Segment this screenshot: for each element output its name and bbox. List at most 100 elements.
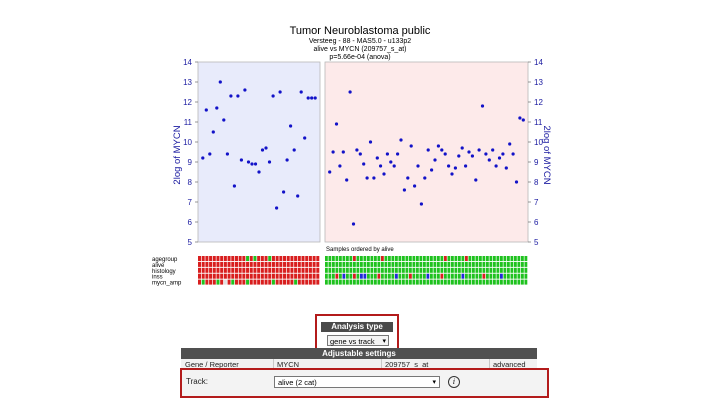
track-cell bbox=[405, 261, 409, 267]
track-cell bbox=[370, 273, 374, 279]
cell-divider bbox=[381, 359, 382, 371]
data-point bbox=[399, 138, 403, 142]
track-cell bbox=[437, 256, 440, 261]
track-cell bbox=[271, 273, 275, 279]
track-cell bbox=[524, 261, 528, 267]
data-point bbox=[215, 106, 219, 110]
track-cell bbox=[451, 267, 454, 273]
advanced-link[interactable]: advanced bbox=[493, 360, 526, 369]
track-cell bbox=[216, 256, 220, 261]
track-cell bbox=[440, 279, 444, 285]
track-cell bbox=[275, 267, 279, 273]
track-cell bbox=[412, 267, 416, 273]
chart-subtitle-2: alive vs MYCN (209757_s_at) bbox=[314, 46, 407, 53]
data-point bbox=[328, 170, 332, 174]
track-cell bbox=[454, 256, 458, 261]
data-point bbox=[334, 122, 339, 126]
reporter-value[interactable]: 209757_s_at bbox=[385, 360, 429, 369]
gene-value[interactable]: MYCN bbox=[277, 360, 300, 369]
track-cell bbox=[198, 279, 201, 285]
track-cell bbox=[335, 279, 339, 285]
track-cell bbox=[454, 273, 458, 279]
data-point bbox=[460, 146, 464, 150]
track-cell bbox=[328, 279, 332, 285]
track-cell bbox=[294, 273, 298, 279]
data-point bbox=[222, 118, 226, 122]
track-cell bbox=[260, 267, 264, 273]
track-cell bbox=[271, 261, 275, 267]
analysis-type-select[interactable]: gene vs track ▾ bbox=[327, 335, 389, 346]
track-cell bbox=[339, 256, 342, 261]
track-cell bbox=[234, 279, 238, 285]
data-point bbox=[508, 142, 512, 146]
track-cell bbox=[308, 279, 312, 285]
track-cell bbox=[500, 256, 503, 261]
data-point bbox=[306, 96, 310, 100]
data-point bbox=[246, 160, 251, 164]
track-cell bbox=[430, 267, 433, 273]
track-cell bbox=[367, 261, 370, 267]
track-cell bbox=[510, 261, 514, 267]
track-cell bbox=[216, 261, 220, 267]
track-cell bbox=[514, 261, 517, 267]
data-point bbox=[348, 90, 352, 94]
data-point bbox=[208, 152, 212, 156]
data-point bbox=[385, 152, 389, 156]
data-point bbox=[257, 170, 261, 174]
data-point bbox=[375, 156, 379, 160]
data-point bbox=[331, 150, 335, 154]
chart-subtitle-3: p=5.66e-04 (anova) bbox=[329, 54, 390, 61]
chart-title: Tumor Neuroblastoma public bbox=[290, 25, 431, 37]
data-point bbox=[440, 148, 444, 152]
track-cell bbox=[367, 273, 370, 279]
track-cell bbox=[312, 256, 316, 261]
track-cell bbox=[283, 267, 287, 273]
data-point bbox=[225, 152, 229, 156]
track-cell bbox=[268, 261, 272, 267]
data-point bbox=[470, 154, 474, 158]
track-cell bbox=[286, 261, 290, 267]
track-cell bbox=[257, 267, 261, 273]
track-cell bbox=[316, 267, 320, 273]
track-cell bbox=[444, 279, 447, 285]
info-icon[interactable]: i bbox=[448, 376, 460, 388]
track-cell bbox=[437, 279, 440, 285]
track-cell bbox=[402, 267, 405, 273]
track-cell bbox=[335, 256, 339, 261]
track-cell bbox=[461, 279, 465, 285]
track-select[interactable]: alive (2 cat) ▾ bbox=[274, 376, 440, 388]
track-cell bbox=[201, 256, 205, 261]
track-cell bbox=[301, 256, 305, 261]
track-cell bbox=[201, 273, 205, 279]
track-cell bbox=[308, 273, 312, 279]
track-cell bbox=[384, 279, 388, 285]
track-cell bbox=[271, 267, 275, 273]
track-cell bbox=[384, 267, 388, 273]
track-cell bbox=[283, 256, 287, 261]
track-cell bbox=[419, 261, 423, 267]
track-cell bbox=[339, 273, 342, 279]
track-cell bbox=[391, 256, 395, 261]
track-cell bbox=[349, 256, 353, 261]
x-order-label: Samples ordered by alive bbox=[326, 247, 394, 253]
track-cell bbox=[472, 267, 475, 273]
track-cell bbox=[305, 273, 309, 279]
track-cell bbox=[409, 279, 412, 285]
track-cell bbox=[503, 256, 507, 261]
data-point bbox=[447, 164, 451, 168]
track-cell bbox=[325, 279, 328, 285]
data-point bbox=[351, 222, 356, 226]
track-cell bbox=[360, 267, 363, 273]
data-point bbox=[430, 168, 434, 172]
track-cell bbox=[205, 273, 209, 279]
track-cell bbox=[212, 267, 216, 273]
track-cell bbox=[339, 261, 342, 267]
track-cell bbox=[335, 273, 339, 279]
data-point bbox=[236, 94, 240, 98]
data-point bbox=[253, 162, 258, 166]
track-cell bbox=[332, 256, 335, 261]
track-cell bbox=[419, 256, 423, 261]
track-cell bbox=[356, 267, 360, 273]
track-cell bbox=[384, 256, 388, 261]
track-cell bbox=[507, 279, 510, 285]
